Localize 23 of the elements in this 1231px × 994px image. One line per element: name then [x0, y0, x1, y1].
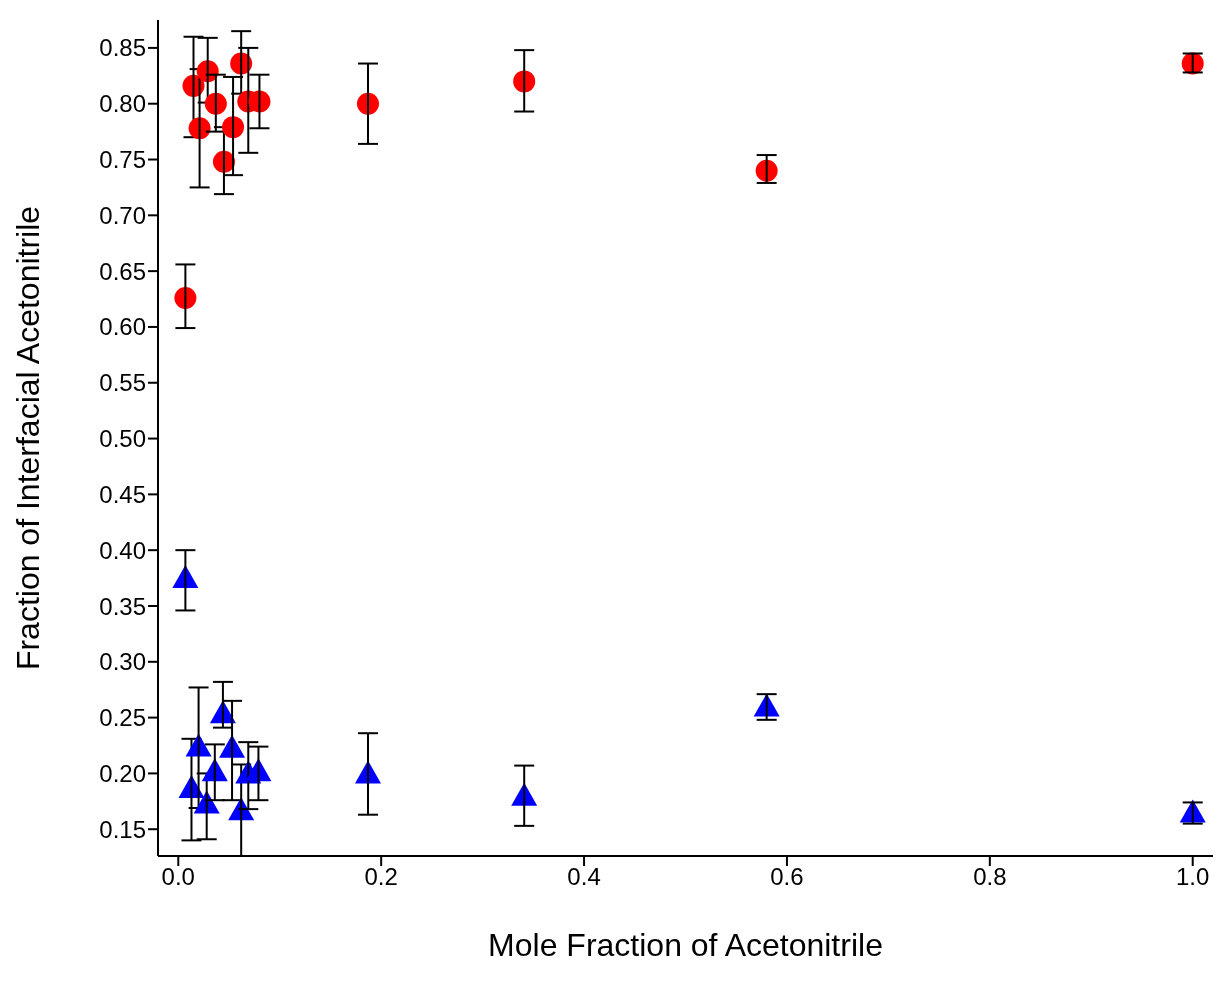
y-tick-label: 0.45 [99, 480, 146, 508]
y-tick-label: 0.85 [99, 34, 146, 62]
y-tick-label: 0.55 [99, 369, 146, 397]
x-tick-label: 0.2 [364, 863, 398, 891]
y-tick-label: 0.20 [99, 759, 146, 787]
y-tick-label: 0.75 [99, 146, 146, 174]
y-tick-label: 0.60 [99, 313, 146, 341]
y-tick-label: 0.25 [99, 704, 146, 732]
y-tick-label: 0.70 [99, 201, 146, 229]
y-tick-label: 0.80 [99, 90, 146, 118]
y-tick-label: 0.15 [99, 815, 146, 843]
x-tick-label: 0.4 [567, 863, 601, 891]
y-tick-label: 0.40 [99, 536, 146, 564]
y-axis-title: Fraction of Interfacial Acetonitrile [10, 205, 47, 671]
x-tick-label: 0.0 [161, 863, 195, 891]
y-tick-label: 0.35 [99, 592, 146, 620]
y-tick-label: 0.65 [99, 257, 146, 285]
x-axis-title: Mole Fraction of Acetonitrile [488, 927, 883, 963]
y-tick-label: 0.50 [99, 425, 146, 453]
x-tick-label: 0.6 [770, 863, 804, 891]
x-tick-label: 0.8 [973, 863, 1007, 891]
y-tick-label: 0.30 [99, 648, 146, 676]
x-tick-label: 1.0 [1176, 863, 1210, 891]
